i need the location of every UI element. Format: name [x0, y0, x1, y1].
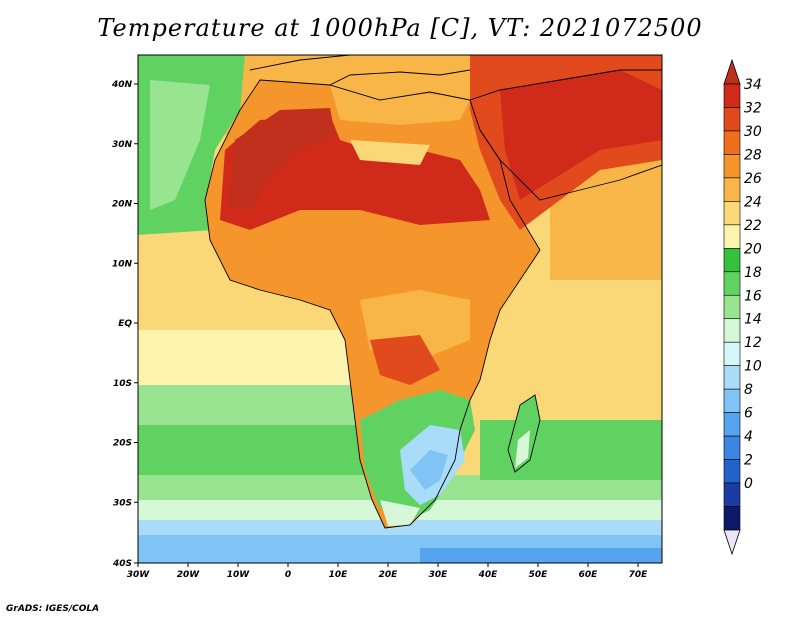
- lon-tick-label: 10W: [227, 570, 251, 580]
- lat-tick-label: 10S: [113, 379, 132, 389]
- lon-tick-label: 0: [285, 570, 291, 580]
- colorbar-swatch: [723, 459, 741, 484]
- colorbar-top-cap: [723, 58, 741, 85]
- colorbar-swatch: [723, 154, 741, 179]
- lat-tick-label: 40N: [111, 80, 133, 90]
- lon-tick-label: 70E: [629, 570, 649, 580]
- coastlines: [204, 55, 662, 529]
- lat-tick-label: 40S: [112, 559, 132, 569]
- colorbar-label: 30: [744, 124, 762, 140]
- colorbar-swatch: [723, 506, 741, 531]
- map-frame: [137, 54, 663, 564]
- colorbar-swatch: [723, 201, 741, 226]
- lon-tick-label: 20W: [177, 570, 201, 580]
- colorbar-swatch: [723, 271, 741, 296]
- lon-tick-label: 40E: [478, 570, 499, 580]
- colorbar-swatch: [723, 482, 741, 507]
- colorbar-label: 10: [744, 359, 762, 375]
- lon-tick-label: 20E: [379, 570, 399, 580]
- colorbar-swatch: [723, 365, 741, 390]
- colorbar-swatch: [723, 224, 741, 249]
- lat-tick-label: EQ: [118, 319, 132, 329]
- lat-tick-label: 20S: [113, 439, 132, 449]
- lon-tick-label: 30W: [127, 570, 151, 580]
- colorbar-label: 20: [744, 241, 762, 257]
- colorbar-label: 12: [744, 335, 762, 351]
- colorbar-label: 2: [744, 453, 753, 469]
- lat-tick-label: 30S: [113, 498, 132, 508]
- colorbar-swatch: [723, 318, 741, 343]
- lat-tick-label: 30N: [112, 140, 133, 150]
- colorbar-label: 34: [744, 77, 762, 93]
- colorbar-label: 14: [744, 312, 762, 328]
- colorbar-swatch: [723, 412, 741, 437]
- colorbar-swatch: [723, 130, 741, 155]
- colorbar-swatch: [723, 341, 741, 366]
- colorbar-label: 6: [744, 406, 753, 422]
- lat-tick-label: 20N: [112, 200, 133, 210]
- colorbar-label: 0: [744, 476, 753, 492]
- lon-tick-label: 60E: [579, 570, 599, 580]
- colorbar-label: 26: [744, 171, 762, 187]
- colorbar-label: 18: [744, 265, 762, 281]
- colorbar-label: 24: [744, 194, 762, 210]
- colorbar-swatch: [723, 388, 741, 413]
- colorbar-label: 22: [744, 218, 762, 234]
- chart-title: Temperature at 1000hPa [C], VT: 20210725…: [97, 14, 703, 42]
- lat-tick-label: 10N: [112, 259, 133, 269]
- colorbar-label: 4: [744, 429, 753, 445]
- colorbar-swatch: [723, 83, 741, 108]
- colorbar-label: 16: [744, 288, 762, 304]
- lon-tick-label: 10E: [329, 570, 349, 580]
- colorbar-label: 32: [744, 100, 762, 116]
- colorbar-bottom-cap: [723, 529, 741, 556]
- longitude-axis: 30W 20W 10W 0 10E 20E 30E 40E 50E 60E 70E: [127, 563, 648, 580]
- credit-text: GrADS: IGES/COLA: [6, 604, 100, 614]
- colorbar-swatch: [723, 177, 741, 202]
- temperature-field: [138, 55, 662, 563]
- lon-tick-label: 30E: [429, 570, 449, 580]
- colorbar-swatch: [723, 107, 741, 132]
- lon-tick-label: 50E: [529, 570, 549, 580]
- colorbar-label: 8: [744, 382, 753, 398]
- colorbar-swatch: [723, 248, 741, 273]
- colorbar-swatch: [723, 435, 741, 460]
- latitude-axis: 40N 30N 20N 10N EQ 10S 20S 30S 40S: [111, 80, 138, 569]
- colorbar-label: 28: [744, 147, 762, 163]
- colorbar-swatch: [723, 294, 741, 320]
